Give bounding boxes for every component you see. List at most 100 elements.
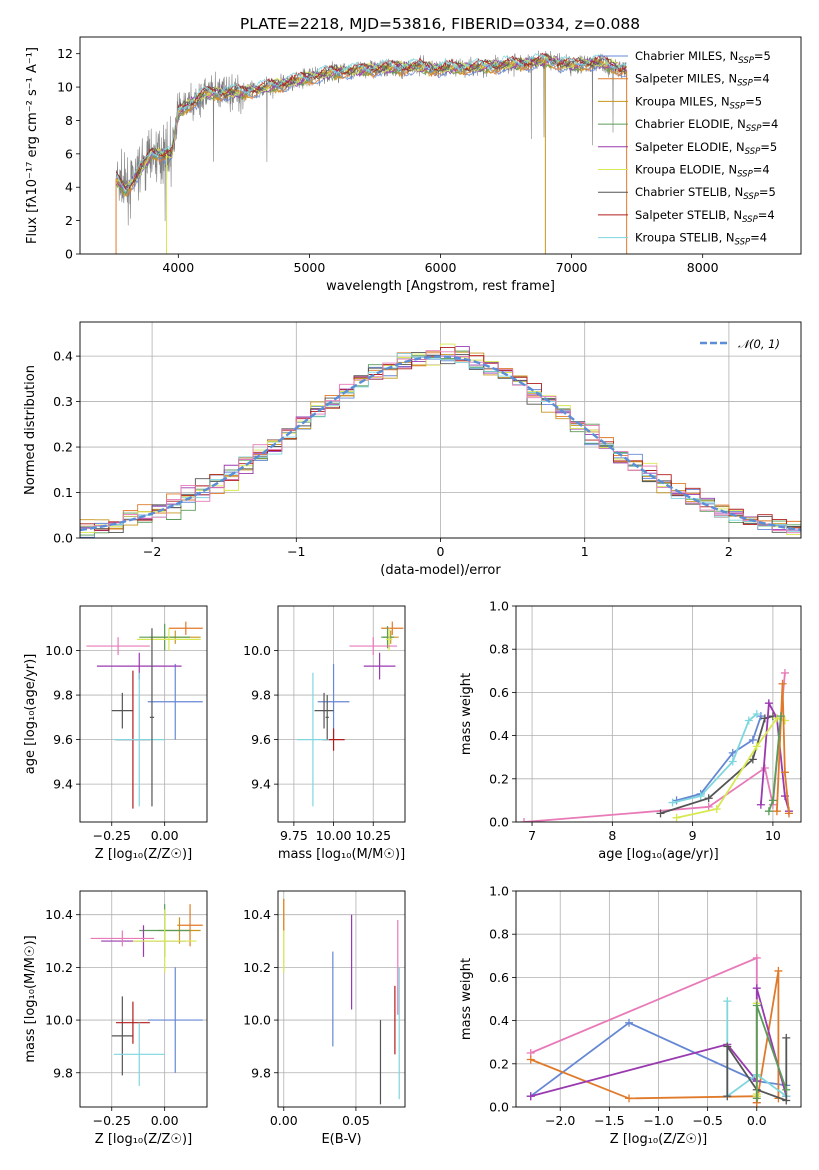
y-tick-label: 0.4 (489, 728, 509, 743)
error-point (381, 626, 394, 649)
x-axis-label: (data-model)/error (380, 563, 501, 578)
legend-entry: Salpeter STELIB, NSSP=4 (635, 208, 775, 225)
mass-weight-marker (712, 805, 721, 814)
legend-label: Chabrier MILES, N (635, 49, 738, 63)
legend-sub: SSP (743, 192, 759, 202)
x-tick-label: 7 (528, 828, 536, 843)
error-point (90, 930, 155, 947)
y-tick-label: 10.0 (45, 1013, 73, 1028)
error-point (385, 628, 393, 651)
x-axis-label: mass [log₁₀(M/M☉)] (278, 847, 405, 862)
legend-n: =4 (758, 208, 775, 222)
error-point (177, 904, 203, 947)
chart-age_vs_Z: −0.25 0.00 9.4 9.6 9.8 10.0 Z [log₁₀(Z/Z☉)] age… (23, 605, 208, 862)
legend-entry: Salpeter ELODIE, NSSP=5 (635, 140, 777, 157)
legend-n: =5 (745, 94, 762, 108)
x-tick-label: 6000 (425, 260, 457, 275)
mass-weight-line (530, 1021, 787, 1097)
mass-weight-marker (780, 668, 789, 677)
legend-sub: SSP (735, 238, 751, 248)
legend-entry: Kroupa ELODIE, NSSP=4 (635, 163, 770, 180)
legend-n: =4 (761, 117, 778, 131)
y-tick-label: 9.8 (251, 1065, 271, 1080)
plot-layer (283, 898, 400, 1105)
legend-label: Salpeter ELODIE, N (635, 140, 745, 154)
y-tick-label: 0.3 (53, 394, 73, 409)
mass-weight-marker (756, 800, 765, 809)
plot-layer (297, 621, 404, 807)
x-tick-label: −1 (287, 544, 305, 559)
y-tick-label: 6 (65, 146, 73, 161)
mass-weight-marker (752, 1001, 761, 1010)
axes-frame (515, 605, 802, 823)
x-axis-label: Z [log₁₀(Z/Z☉)] (95, 1132, 192, 1147)
legend-sub: SSP (730, 101, 746, 111)
x-tick-label: 0 (437, 544, 445, 559)
x-tick-label: 10 (765, 828, 781, 843)
x-tick-label: −2.0 (545, 1113, 575, 1128)
chart-mass_weight_vs_Z: −2.0 −1.5 −1.0 −0.5 0.0 0.0 0.2 0.4 0.6 0.8 1.0 Z [… (459, 884, 802, 1147)
mass-weight-line (776, 683, 790, 814)
mass-weight-marker (752, 742, 761, 751)
legend-label: Kroupa MILES, N (635, 94, 730, 108)
x-tick-label: 0.00 (151, 828, 179, 843)
legend-n: =5 (759, 185, 776, 199)
error-point (317, 663, 350, 740)
legend-label: Kroupa STELIB, N (635, 231, 735, 245)
y-tick-label: 0.1 (53, 485, 73, 500)
mass-weight-marker (704, 802, 713, 811)
error-point (86, 637, 150, 655)
mass-weight-marker (752, 1094, 761, 1103)
error-point (115, 1001, 150, 1044)
error-point (168, 621, 203, 635)
spectrum-model-line (115, 52, 627, 191)
x-tick-label: −0.25 (93, 1113, 131, 1128)
y-axis-label: age [log₁₀(age/yr)] (23, 654, 38, 775)
x-tick-label: 1 (581, 544, 589, 559)
y-tick-label: 10.4 (45, 907, 73, 922)
mass-weight-marker (723, 997, 732, 1006)
error-point (147, 967, 203, 1073)
y-tick-label: 10.2 (45, 960, 73, 975)
mass-weight-marker (696, 792, 705, 801)
y-tick-label: 0.4 (53, 349, 73, 364)
mass-weight-marker (780, 716, 789, 725)
y-tick-label: 9.6 (53, 732, 73, 747)
mass-weight-marker (768, 796, 777, 805)
mass-weight-marker (748, 735, 757, 744)
legend-entry: Chabrier STELIB, NSSP=5 (635, 185, 776, 202)
legend-label: Chabrier ELODIE, N (635, 117, 746, 131)
y-tick-label: 1.0 (489, 884, 509, 899)
y-axis-label: mass [log₁₀(M/M☉)] (23, 935, 38, 1062)
legend-label: Chabrier STELIB, N (635, 185, 743, 199)
legend-sub: SSP (737, 79, 753, 89)
chart-residuals: −2 −1 0 1 2 0.0 0.1 0.2 0.3 0.4 (data-model)/error… (23, 321, 802, 578)
error-point (314, 692, 334, 729)
x-tick-label: 0.00 (270, 1113, 298, 1128)
mass-weight-marker (625, 1094, 634, 1103)
axes-frame (277, 605, 406, 823)
y-tick-label: 0.8 (489, 927, 509, 942)
chart-mass_vs_ebv: 0.00 0.05 9.8 10.0 10.2 10.4 E(B-V) (243, 890, 406, 1147)
error-point (381, 621, 404, 635)
legend-n: =4 (753, 163, 770, 177)
plot-area: 4000 5000 6000 7000 8000024681012wavelength … (23, 36, 802, 1147)
legend-entry: Chabrier MILES, NSSP=5 (635, 49, 771, 66)
y-tick-label: 8 (65, 113, 73, 128)
x-tick-label: 4000 (162, 260, 194, 275)
mass-weight-marker (748, 755, 757, 764)
x-tick-label: −0.5 (692, 1113, 722, 1128)
mass-weight-marker (774, 966, 783, 975)
y-tick-label: 9.8 (53, 1065, 73, 1080)
x-tick-label: −2 (143, 544, 161, 559)
legend-n: =4 (750, 231, 767, 245)
chart-age_vs_mass: 9.75 10.00 10.25 9.4 9.6 9.8 10.0 mass [log₁₀(M… (243, 605, 406, 862)
spectrum-model-line (115, 56, 627, 196)
x-tick-label: 7000 (556, 260, 588, 275)
y-tick-label: 9.4 (53, 777, 73, 792)
x-axis-label: Z [log₁₀(Z/Z☉)] (95, 847, 192, 862)
y-tick-label: 0.2 (53, 440, 73, 455)
mass-weight-marker (764, 699, 773, 708)
plot-layer (86, 621, 203, 809)
error-point (137, 628, 201, 651)
